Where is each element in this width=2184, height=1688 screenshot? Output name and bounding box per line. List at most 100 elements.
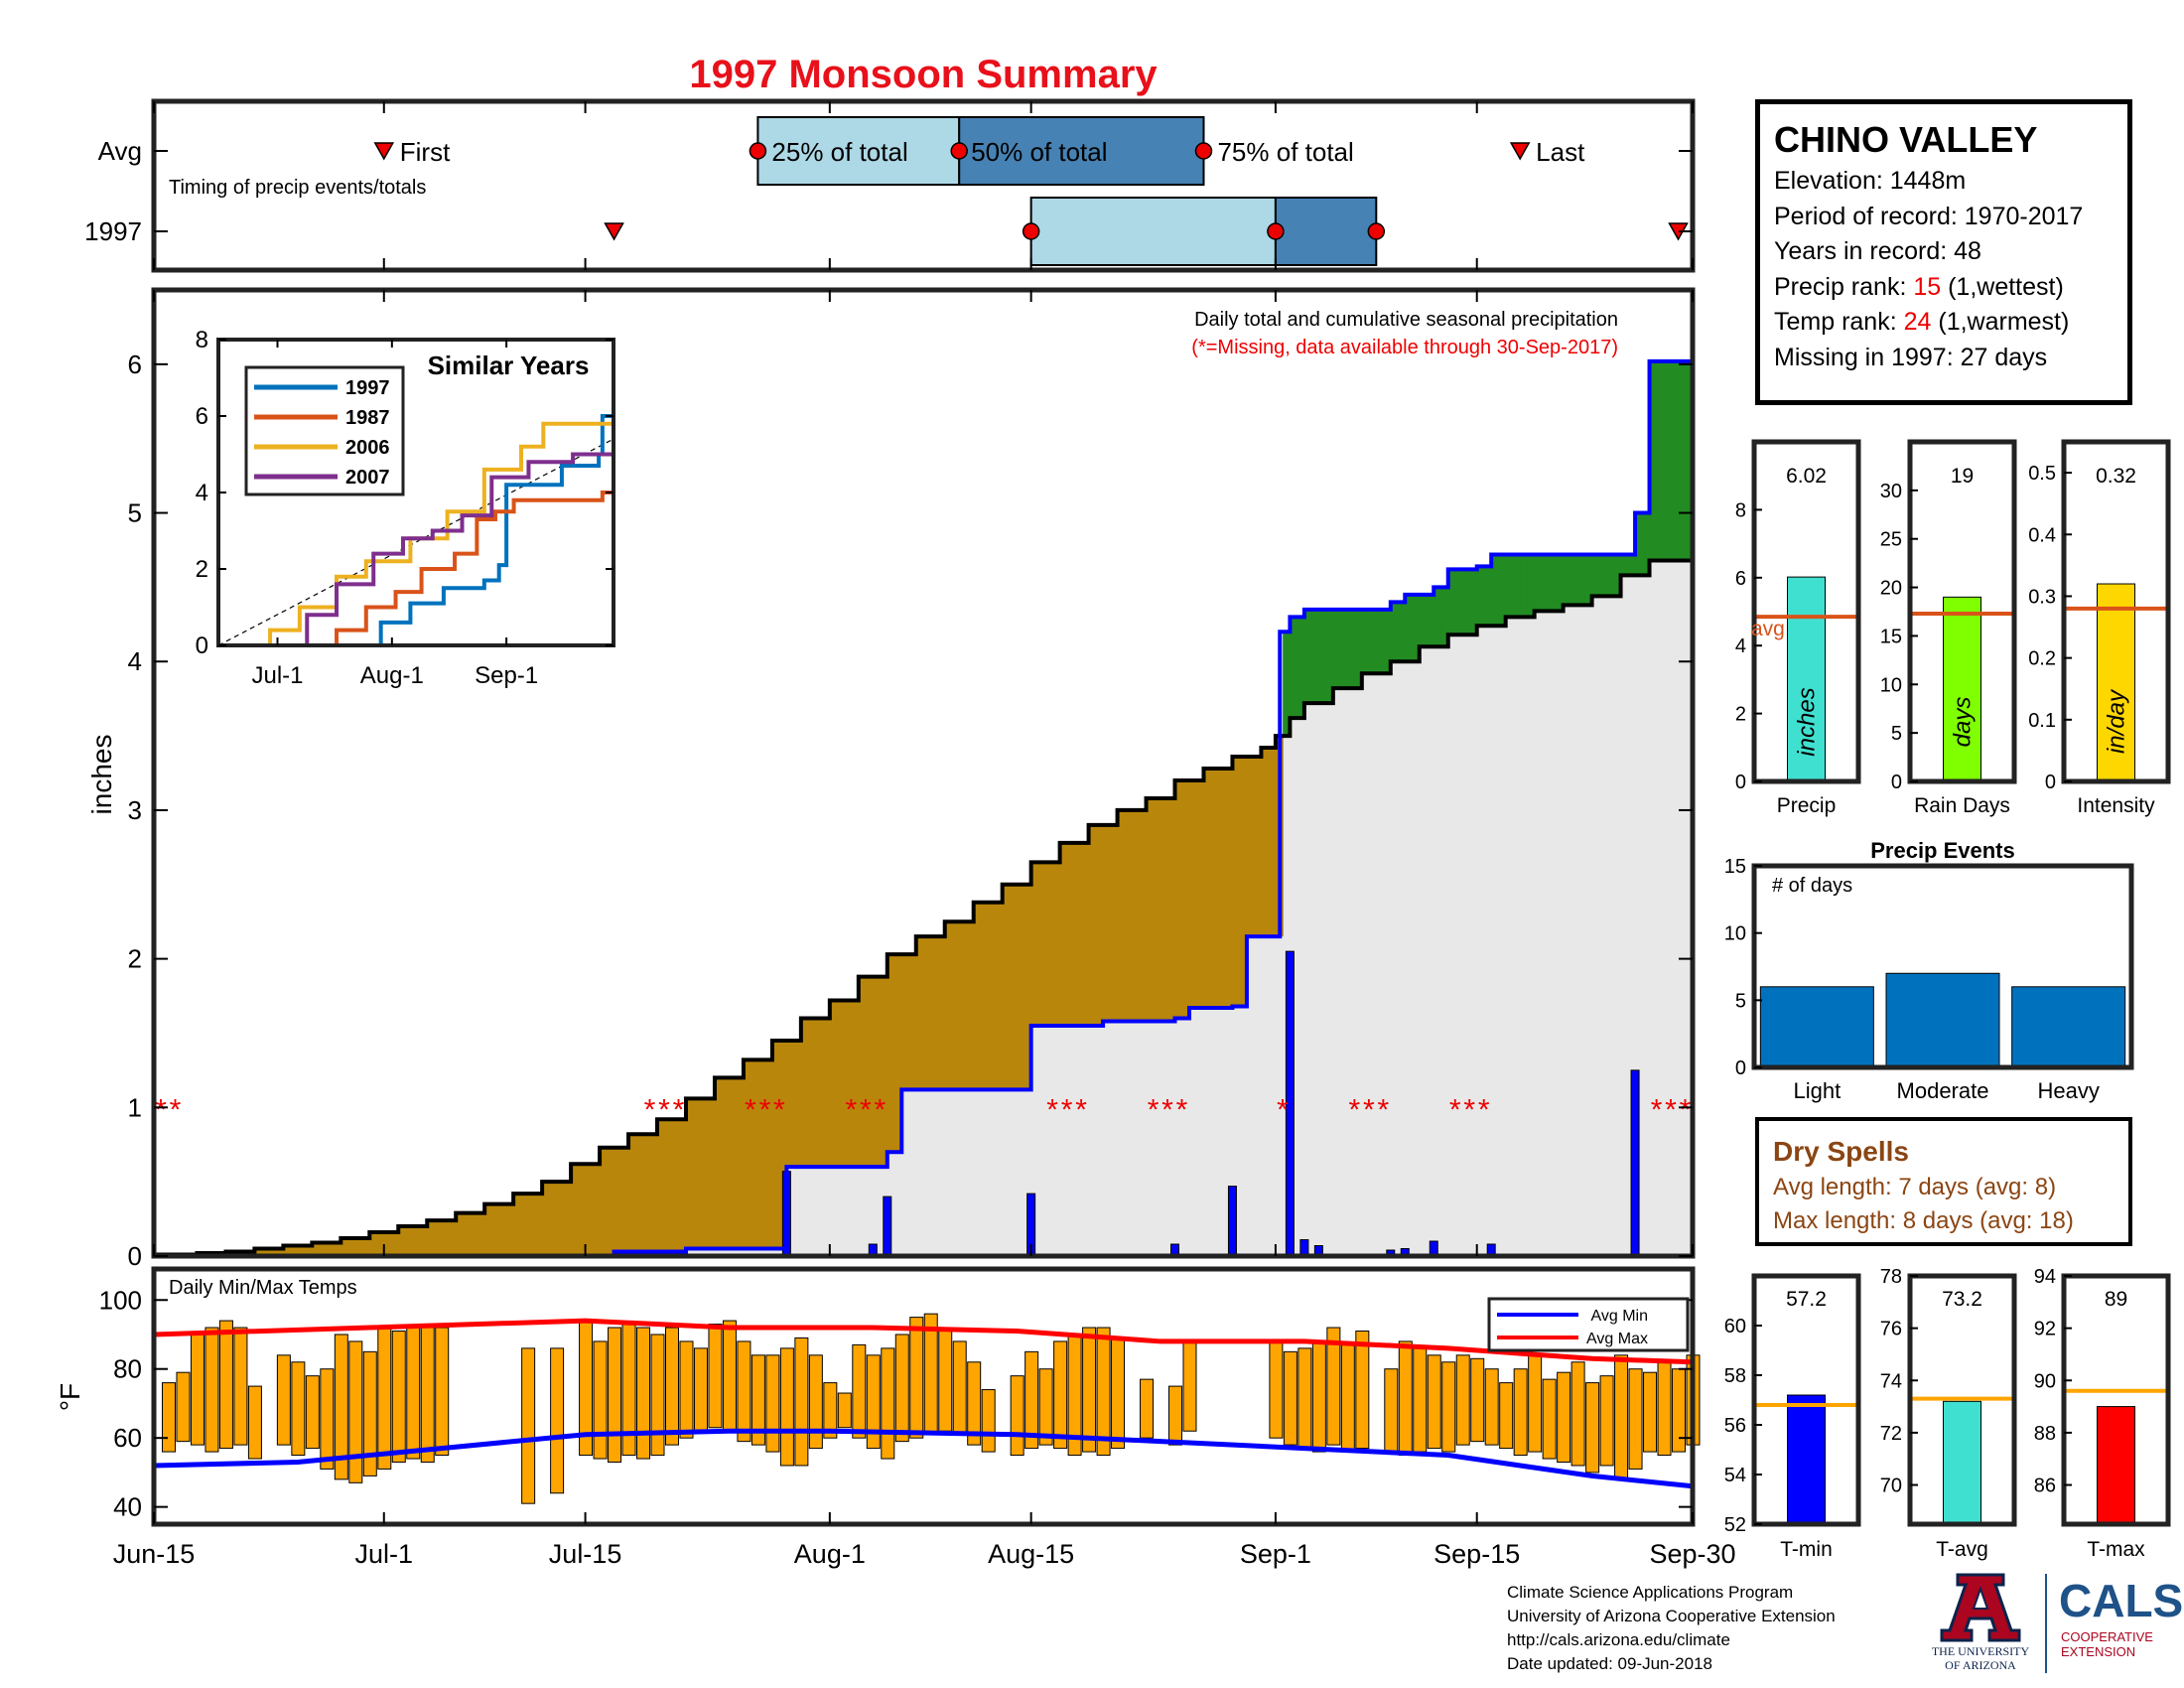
deficit-area: [326, 1242, 335, 1256]
main-y-tick-label: 1: [128, 1092, 142, 1122]
daily-temp-bar: [1297, 1347, 1312, 1450]
daily-temp-bar: [1053, 1340, 1068, 1450]
daily-temp-bar: [1585, 1382, 1600, 1474]
station-temp-rank: Temp rank: 24 (1,warmest): [1774, 305, 2114, 341]
temp-y-tick-label: 80: [113, 1354, 142, 1384]
surplus-area: [1620, 554, 1629, 576]
station-name: CHINO VALLEY: [1774, 119, 2038, 160]
daily-temp-bar: [1484, 1368, 1499, 1446]
deficit-area: [1210, 769, 1219, 1009]
inset-series-line-1987: [218, 485, 615, 647]
surplus-area: [1283, 632, 1291, 737]
daily-temp-bar: [1441, 1361, 1456, 1453]
daily-temp-bar: [1513, 1368, 1528, 1457]
season-value-bar: [2097, 583, 2135, 782]
x-axis-date-label: Aug-1: [794, 1539, 866, 1569]
deficit-area: [923, 936, 931, 1090]
timing-row-label-avg: Avg: [98, 136, 142, 166]
deficit-area: [312, 1242, 321, 1256]
deficit-area: [1017, 884, 1025, 1090]
missing-day-marker: *: [1651, 1093, 1663, 1126]
daily-temp-bar: [1326, 1327, 1341, 1446]
deficit-area: [1203, 769, 1212, 1009]
temp-plot-title: Daily Min/Max Temps: [169, 1277, 357, 1299]
cals-wordmark: CALS: [2059, 1575, 2184, 1626]
missing-day-marker: *: [1046, 1093, 1058, 1126]
deficit-area: [628, 1134, 636, 1252]
deficit-area: [470, 1212, 478, 1256]
surplus-area: [1405, 594, 1414, 662]
temp-summary-value-label: 73.2: [1942, 1288, 1982, 1311]
daily-temp-bar: [247, 1385, 262, 1460]
ua-name-line: THE UNIVERSITY: [1931, 1644, 2030, 1658]
deficit-area: [736, 1077, 745, 1249]
deficit-area: [707, 1098, 716, 1249]
timing-percentile-dot: [1267, 222, 1285, 240]
temp-rank-note: (1,warmest): [1931, 308, 2070, 336]
surplus-area: [1606, 554, 1614, 597]
surplus-area: [1290, 617, 1298, 719]
deficit-area: [1059, 842, 1068, 1026]
precip-rank-value: 15: [1913, 272, 1942, 301]
season-y-tick-label: 6: [1735, 568, 1746, 590]
ua-name-line: OF ARIZONA: [1945, 1658, 2016, 1672]
page-title: 1997 Monsoon Summary: [689, 53, 1158, 96]
daily-temp-bar: [1557, 1371, 1571, 1463]
cals-subtitle: COOPERATIVE: [2061, 1629, 2153, 1644]
daily-temp-bar: [1140, 1378, 1155, 1439]
deficit-area: [951, 921, 960, 1090]
daily-temp-bar: [334, 1334, 348, 1480]
daily-temp-bar: [1024, 1350, 1039, 1450]
daily-temp-bar: [650, 1334, 665, 1457]
surplus-area: [1498, 554, 1507, 627]
deficit-area: [671, 1119, 680, 1252]
daily-temp-bar: [1283, 1350, 1297, 1446]
season-y-tick-label: 5: [1891, 723, 1902, 745]
deficit-area: [959, 921, 968, 1090]
season-y-tick-label: 0.1: [2028, 710, 2056, 732]
temp-legend-box: [1487, 1297, 1690, 1352]
deficit-area: [693, 1098, 702, 1249]
deficit-area: [1232, 757, 1241, 1007]
surplus-area: [1433, 587, 1442, 647]
footer-url[interactable]: http://cals.arizona.edu/climate: [1507, 1630, 1730, 1649]
deficit-area: [456, 1212, 465, 1256]
missing-day-marker: *: [1363, 1093, 1375, 1126]
inset-legend-label: 1987: [345, 407, 390, 429]
main-y-tick-label: 4: [128, 646, 142, 676]
deficit-area: [463, 1212, 472, 1256]
daily-temp-bar: [1384, 1368, 1399, 1453]
deficit-area: [607, 1147, 615, 1256]
events-title: Precip Events: [1870, 838, 2015, 863]
x-axis-date-label: Jun-15: [113, 1539, 196, 1569]
missing-day-marker: *: [170, 1093, 182, 1126]
season-panel-frame: [1907, 439, 2017, 784]
season-panel-label: Precip: [1777, 794, 1837, 817]
daily-temp-bar: [1355, 1331, 1370, 1450]
main-plot-subtitle: (*=Missing, data available through 30-Se…: [1191, 337, 1618, 358]
daily-temp-bar: [205, 1327, 219, 1453]
deficit-area: [642, 1134, 651, 1252]
season-y-tick-label: 30: [1880, 481, 1902, 502]
season-y-tick-label: 2: [1735, 704, 1746, 726]
daily-temp-bar: [391, 1331, 406, 1463]
deficit-area: [800, 1018, 809, 1168]
daily-temp-bar: [1038, 1368, 1053, 1446]
daily-temp-bar: [320, 1368, 335, 1470]
inset-x-tick-label: Jul-1: [251, 662, 303, 689]
station-period: Period of record: 1970-2017: [1774, 202, 2084, 230]
daily-precip-bar: [883, 1196, 892, 1257]
surplus-area: [1549, 554, 1557, 612]
deficit-area: [822, 1018, 831, 1168]
deficit-area: [635, 1134, 644, 1252]
surplus-area: [1685, 360, 1694, 561]
season-value-bar: [1787, 576, 1826, 782]
surplus-area: [1332, 609, 1341, 689]
daily-precip-bar: [1630, 1069, 1640, 1257]
daily-temp-bar: [218, 1320, 233, 1450]
surplus-area: [1598, 554, 1607, 597]
missing-day-marker: *: [1348, 1093, 1360, 1126]
deficit-area: [1174, 779, 1183, 1019]
deficit-area: [873, 976, 882, 1168]
surplus-area: [1419, 594, 1428, 647]
